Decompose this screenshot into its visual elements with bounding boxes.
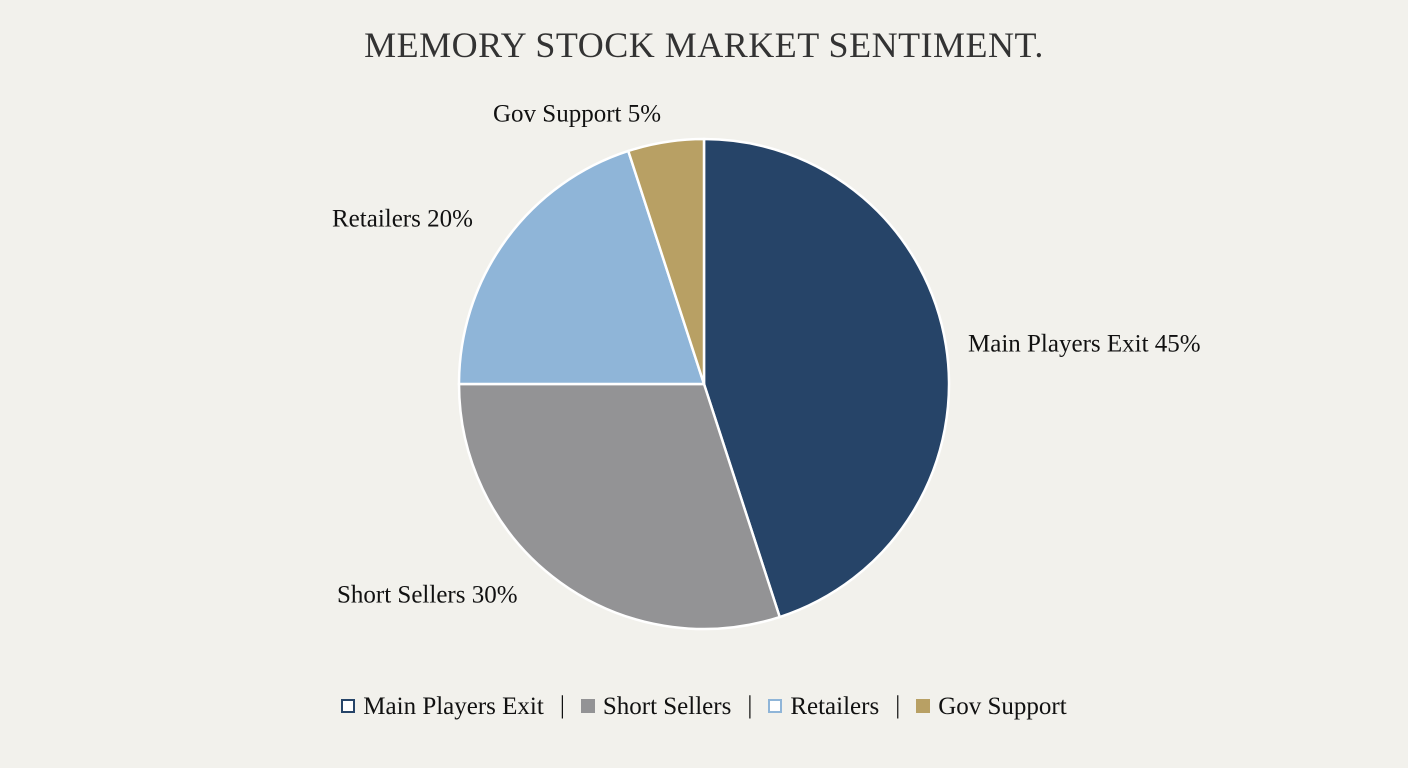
- slice-label-retailers: Retailers 20%: [332, 206, 473, 233]
- slice-label-short-sellers: Short Sellers 30%: [337, 582, 518, 609]
- slice-labels: Main Players Exit 45% Short Sellers 30% Re…: [332, 101, 1201, 609]
- pie-slice-gov-support: [627, 137, 706, 386]
- pie-slice-main-players-exit: [702, 137, 951, 619]
- pie-slice-short-sellers: [457, 382, 781, 631]
- pie-slices: [457, 137, 951, 631]
- legend-item-retailers: Retailers: [768, 693, 879, 721]
- legend-label-short-sellers: Short Sellers: [602, 693, 732, 721]
- slice-label-main-players-exit: Main Players Exit 45%: [968, 331, 1201, 358]
- legend-item-short-sellers: Short Sellers: [580, 693, 732, 721]
- pie-slice-retailers: [457, 149, 706, 386]
- legend-label-retailers: Retailers: [790, 693, 880, 721]
- legend-swatch-main-players-exit: [341, 699, 356, 714]
- legend-item-main-players-exit: Main Players Exit: [341, 693, 544, 721]
- legend-separator: |: [559, 692, 565, 719]
- legend-swatch-gov-support: [916, 699, 931, 714]
- legend-item-gov-support: Gov Support: [916, 693, 1067, 721]
- legend-swatch-retailers: [768, 699, 783, 714]
- legend-separator: |: [747, 692, 753, 719]
- legend-separator: |: [895, 692, 901, 719]
- slice-label-gov-support: Gov Support 5%: [493, 101, 661, 128]
- legend-label-main-players-exit: Main Players Exit: [363, 693, 544, 721]
- chart-title: MEMORY STOCK MARKET SENTIMENT.: [364, 25, 1044, 65]
- legend-label-gov-support: Gov Support: [938, 693, 1067, 721]
- legend: Main Players Exit | Short Sellers | Retailer…: [0, 692, 1408, 721]
- legend-swatch-short-sellers: [580, 699, 595, 714]
